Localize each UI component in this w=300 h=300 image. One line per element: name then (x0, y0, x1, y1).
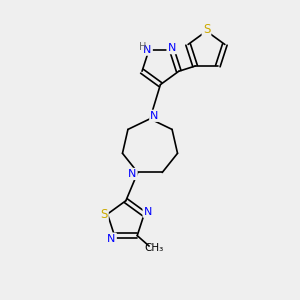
Text: N: N (128, 169, 136, 179)
Text: N: N (143, 45, 152, 55)
Text: N: N (168, 43, 176, 53)
Text: N: N (107, 234, 116, 244)
Text: S: S (100, 208, 108, 220)
Text: N: N (150, 111, 159, 121)
Text: H: H (139, 42, 146, 52)
Text: CH₃: CH₃ (145, 242, 164, 253)
Text: N: N (144, 207, 152, 217)
Text: S: S (203, 23, 210, 36)
